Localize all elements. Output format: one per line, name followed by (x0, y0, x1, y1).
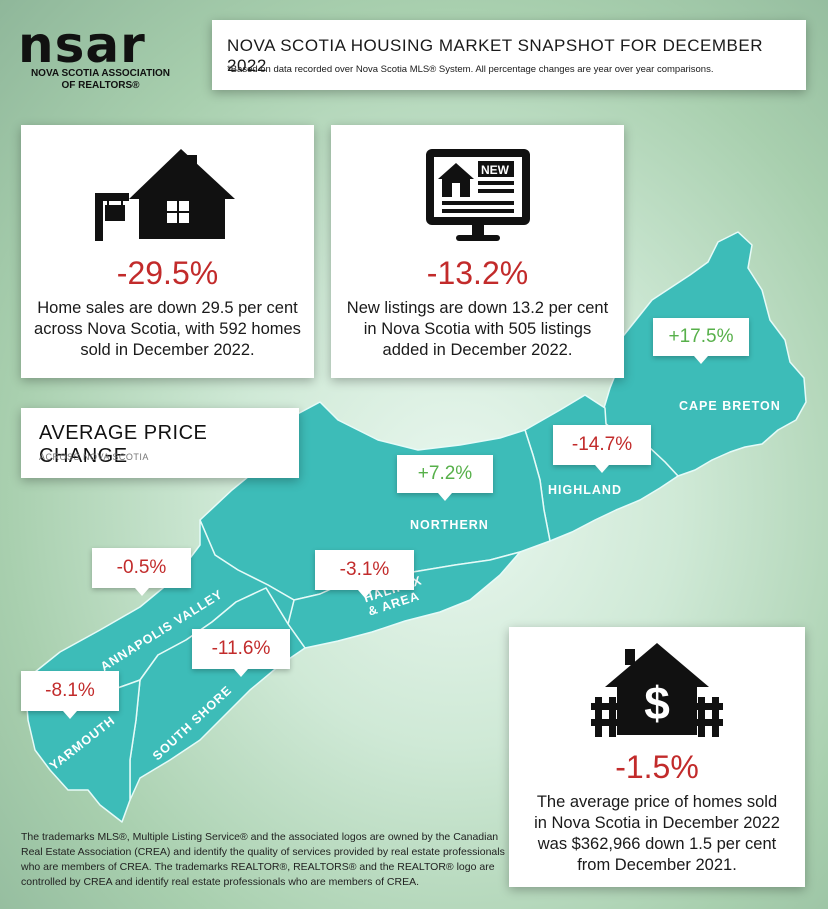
region-change-cape-breton: +17.5% (653, 318, 749, 364)
region-label-cape-breton: CAPE BRETON (679, 399, 781, 413)
header-card: NOVA SCOTIA HOUSING MARKET SNAPSHOT FOR … (212, 20, 806, 90)
average-price-change-title: AVERAGE PRICE CHANGE (39, 422, 208, 467)
house-dollar-icon: $ (591, 643, 723, 737)
nsar-logo: nsar NOVA SCOTIA ASSOCIATION OF REALTORS… (18, 16, 183, 92)
region-change-south-shore: -11.6% (192, 629, 290, 677)
region-change-yarmouth: -8.1% (21, 671, 119, 719)
page-title: NOVA SCOTIA HOUSING MARKET SNAPSHOT FOR … (227, 36, 763, 75)
logo-line-2: OF REALTORS® (61, 80, 140, 91)
new-listing-monitor-icon: NEW (426, 149, 530, 241)
house-for-sale-icon (95, 149, 235, 241)
region-change-highland: -14.7% (553, 425, 651, 473)
home-sales-stat: -29.5% (116, 255, 219, 291)
average-price-stat: -1.5% (615, 749, 699, 785)
region-label-northern: NORTHERN (410, 518, 489, 532)
average-price-change-card: AVERAGE PRICE CHANGE ACROSS NOVA SCOTIA (21, 408, 299, 478)
average-price-card: $ -1.5% The average price of homes sold … (509, 627, 805, 887)
average-price-change-subtitle: ACROSS NOVA SCOTIA (39, 452, 149, 462)
logo-wordmark: nsar (18, 16, 146, 74)
home-sales-description: Home sales are down 29.5 per cent across… (34, 299, 301, 359)
region-label-highland: HIGHLAND (548, 483, 622, 497)
new-listings-stat: -13.2% (426, 255, 529, 291)
new-listings-card: NEW -13.2% New listings are down 13.2 pe… (331, 125, 624, 378)
new-listings-description: New listings are down 13.2 per cent in N… (346, 299, 609, 359)
logo-line-1: NOVA SCOTIA ASSOCIATION (30, 68, 171, 79)
region-change-halifax: -3.1% (315, 550, 414, 598)
home-sales-card: -29.5% Home sales are down 29.5 per cent… (21, 125, 314, 378)
listing-screen-label: NEW (481, 163, 510, 177)
region-change-annapolis-valley: -0.5% (92, 548, 191, 596)
svg-text:$: $ (644, 677, 670, 729)
average-price-description: The average price of homes sold in Nova … (534, 793, 780, 874)
region-change-northern: +7.2% (397, 455, 493, 501)
trademark-footer: The trademarks MLS®, Multiple Listing Se… (21, 831, 505, 888)
page-subtitle: *Based on data recorded over Nova Scotia… (227, 64, 714, 75)
